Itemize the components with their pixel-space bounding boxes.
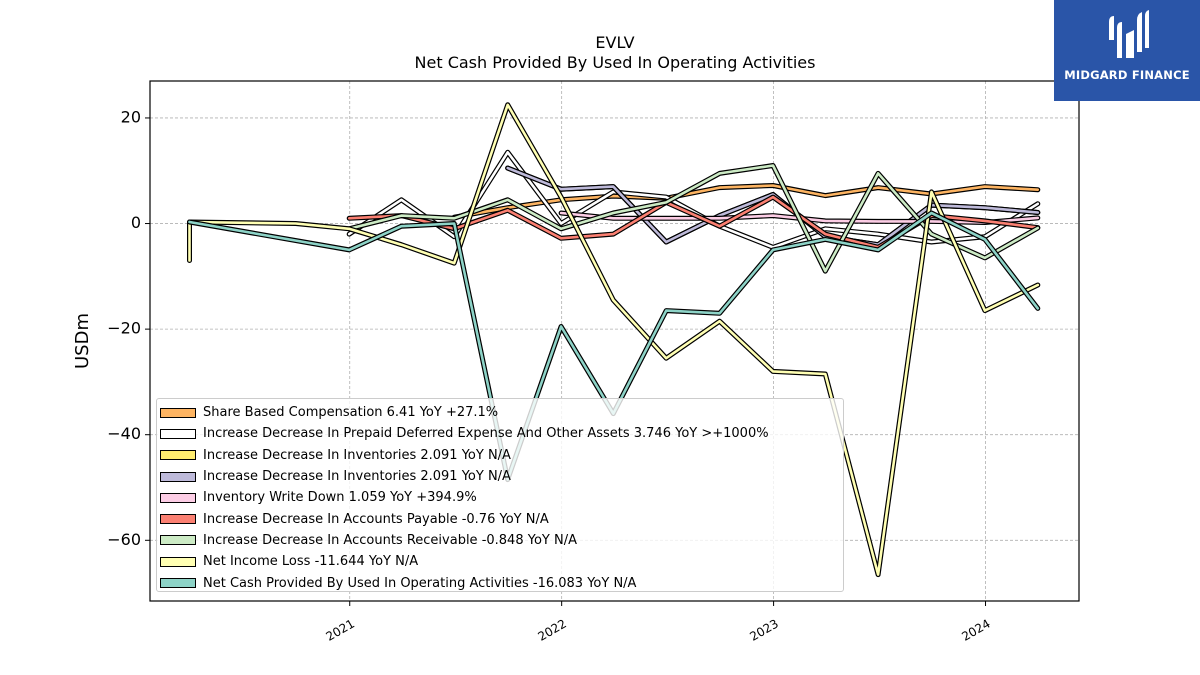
midgard-finance-logo: MIDGARD FINANCE [1054, 0, 1200, 101]
legend-item: Increase Decrease In Accounts Receivable… [157, 530, 843, 551]
logo-mark-icon [1109, 10, 1149, 58]
legend-swatch [160, 407, 196, 418]
series-line-7 [188, 103, 1040, 576]
legend-label: Increase Decrease In Accounts Receivable… [203, 532, 577, 548]
series-line-6 [347, 164, 1040, 273]
legend-swatch [160, 514, 196, 525]
y-tick-label: −60 [107, 530, 141, 549]
legend-swatch [160, 535, 196, 546]
series-line-0 [452, 184, 1040, 219]
legend-swatch [160, 556, 196, 567]
legend-label: Increase Decrease In Inventories 2.091 Y… [203, 469, 511, 485]
y-tick-label: −20 [107, 319, 141, 338]
x-tick-label: 2022 [535, 617, 568, 644]
chart-subtitle: Net Cash Provided By Used In Operating A… [415, 53, 816, 72]
y-axis-label: USDm [72, 313, 93, 369]
legend: Share Based Compensation 6.41 YoY +27.1%… [156, 398, 844, 592]
legend-label: Increase Decrease In Accounts Payable -0… [203, 511, 549, 527]
legend-label: Share Based Compensation 6.41 YoY +27.1% [203, 405, 499, 421]
y-tick-label: −40 [107, 424, 141, 443]
legend-swatch [160, 492, 196, 503]
legend-item: Increase Decrease In Inventories 2.091 Y… [157, 445, 843, 466]
plot-frame [149, 80, 1080, 602]
logo-text: MIDGARD FINANCE [1064, 68, 1190, 82]
legend-item: Increase Decrease In Accounts Payable -0… [157, 508, 843, 529]
legend-item: Share Based Compensation 6.41 YoY +27.1% [157, 402, 843, 423]
legend-swatch [160, 428, 196, 439]
legend-swatch [160, 578, 196, 589]
series-lines [187, 102, 1041, 578]
legend-swatch [160, 450, 196, 461]
legend-item: Increase Decrease In Inventories 2.091 Y… [157, 466, 843, 487]
legend-item: Increase Decrease In Prepaid Deferred Ex… [157, 423, 843, 444]
legend-label: Increase Decrease In Inventories 2.091 Y… [203, 447, 511, 463]
y-tick-label: 20 [121, 107, 141, 126]
legend-item: Net Income Loss -11.644 YoY N/A [157, 551, 843, 572]
chart-title: EVLV [595, 33, 634, 52]
x-tick-label: 2021 [324, 617, 357, 644]
x-tick-label: 2023 [747, 617, 780, 644]
series-line-3 [506, 166, 1040, 246]
x-tick-label: 2024 [959, 617, 992, 644]
legend-swatch [160, 471, 196, 482]
legend-item: Net Cash Provided By Used In Operating A… [157, 572, 843, 593]
y-tick-label: 0 [131, 213, 141, 232]
legend-label: Net Cash Provided By Used In Operating A… [203, 575, 637, 591]
legend-item: Inventory Write Down 1.059 YoY +394.9% [157, 487, 843, 508]
legend-label: Inventory Write Down 1.059 YoY +394.9% [203, 490, 477, 506]
series-line-8 [188, 211, 1040, 481]
legend-label: Increase Decrease In Prepaid Deferred Ex… [203, 426, 769, 442]
legend-label: Net Income Loss -11.644 YoY N/A [203, 554, 419, 570]
